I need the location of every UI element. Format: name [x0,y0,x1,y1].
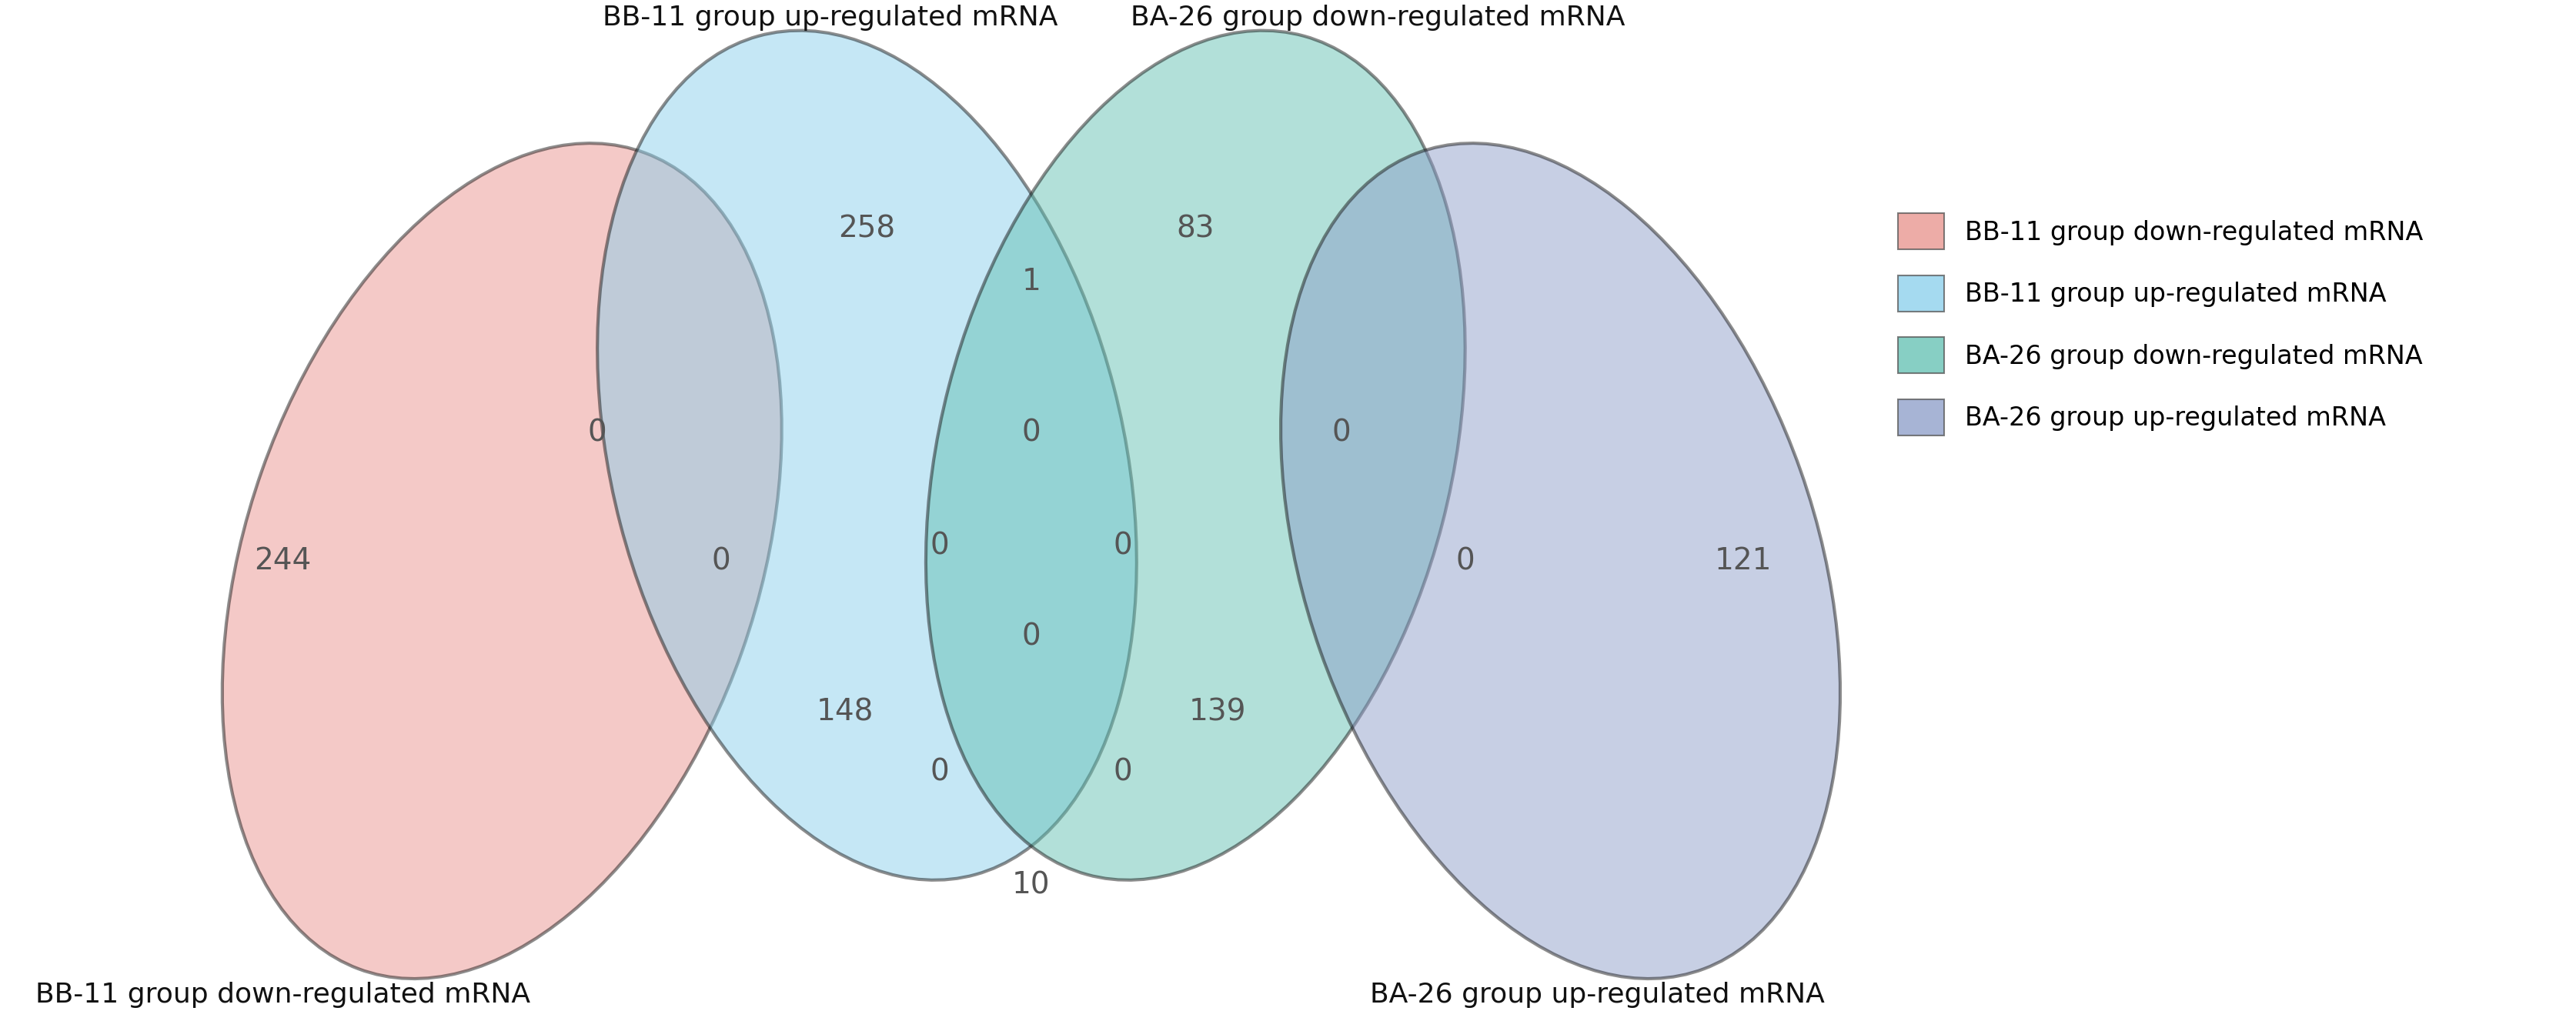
Text: 0: 0 [711,546,732,575]
Text: BB-11 group up-regulated mRNA: BB-11 group up-regulated mRNA [603,4,1059,30]
Text: 258: 258 [837,214,896,244]
Text: 0: 0 [1455,546,1476,575]
Text: BB-11 group down-regulated mRNA: BB-11 group down-regulated mRNA [36,982,531,1008]
Text: 0: 0 [930,531,951,560]
Text: 121: 121 [1713,546,1772,575]
Text: 0: 0 [1023,418,1041,447]
Text: 244: 244 [255,546,312,575]
Text: 0: 0 [930,757,951,787]
Ellipse shape [598,30,1136,880]
Text: 0: 0 [1332,418,1350,447]
Text: 148: 148 [817,698,873,727]
Text: 10: 10 [1012,870,1051,900]
Text: 1: 1 [1023,267,1041,296]
Ellipse shape [222,144,781,979]
Text: 139: 139 [1188,698,1247,727]
Text: 0: 0 [1113,531,1131,560]
Legend: BB-11 group down-regulated mRNA, BB-11 group up-regulated mRNA, BA-26 group down: BB-11 group down-regulated mRNA, BB-11 g… [1873,188,2450,461]
Text: 83: 83 [1177,214,1213,244]
Text: 0: 0 [587,418,605,447]
Text: BA-26 group down-regulated mRNA: BA-26 group down-regulated mRNA [1131,4,1625,30]
Text: 0: 0 [1023,622,1041,651]
Ellipse shape [925,30,1466,880]
Text: 0: 0 [1113,757,1131,787]
Text: BA-26 group up-regulated mRNA: BA-26 group up-regulated mRNA [1370,982,1824,1008]
Ellipse shape [1280,144,1839,979]
